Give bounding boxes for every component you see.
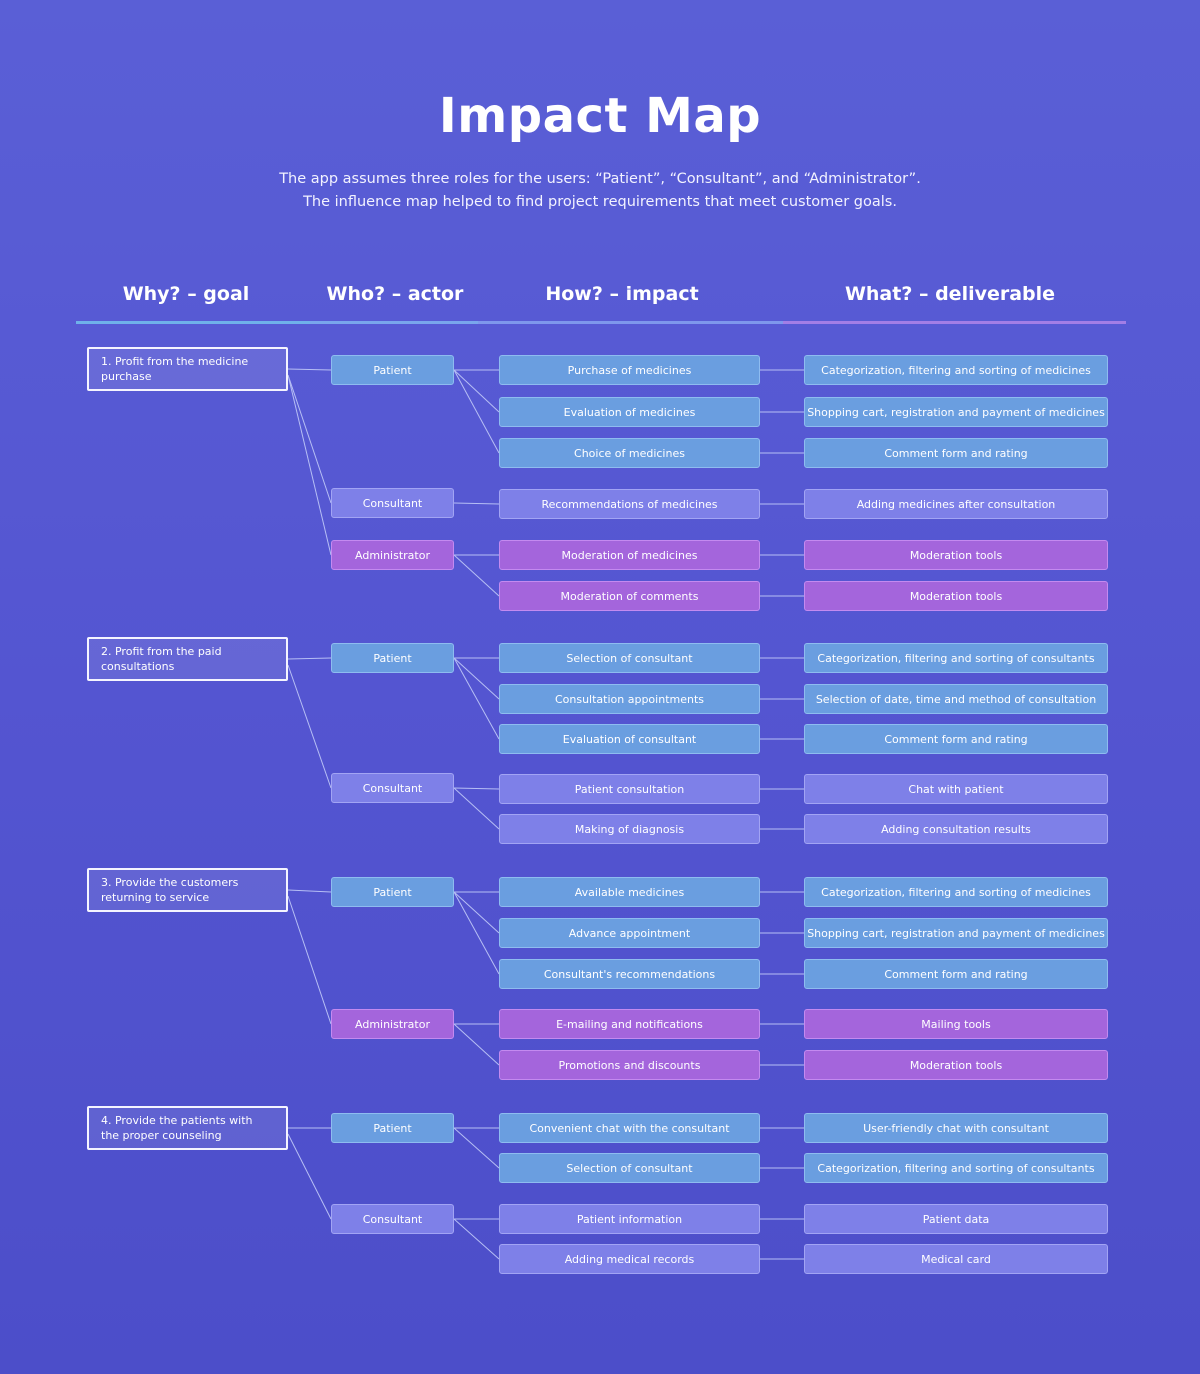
deliverable-box: Adding medicines after consultation xyxy=(804,489,1108,519)
impact-box: Patient information xyxy=(499,1204,760,1234)
connector-line xyxy=(287,657,332,660)
impact-box: E-mailing and notifications xyxy=(499,1009,760,1039)
actor-box: Patient xyxy=(331,643,454,673)
goal-box: 2. Profit from the paid consultations xyxy=(87,637,288,681)
actor-box: Consultant xyxy=(331,773,454,803)
deliverable-box: Shopping cart, registration and payment … xyxy=(804,397,1108,427)
actor-box: Patient xyxy=(331,877,454,907)
connector-line xyxy=(287,374,332,504)
connector-line xyxy=(287,889,332,893)
deliverable-box: Comment form and rating xyxy=(804,959,1108,989)
actor-box: Patient xyxy=(331,355,454,385)
deliverable-box: Adding consultation results xyxy=(804,814,1108,844)
impact-box: Evaluation of medicines xyxy=(499,397,760,427)
impact-box: Convenient chat with the consultant xyxy=(499,1113,760,1143)
impact-box: Moderation of comments xyxy=(499,581,760,611)
deliverable-box: Moderation tools xyxy=(804,1050,1108,1080)
impact-box: Moderation of medicines xyxy=(499,540,760,570)
page-subtitle: The app assumes three roles for the user… xyxy=(0,168,1200,214)
connector-line xyxy=(287,895,332,1025)
actor-box: Consultant xyxy=(331,1204,454,1234)
column-header-impact: How? – impact xyxy=(545,283,699,305)
actor-box: Administrator xyxy=(331,540,454,570)
goal-box: 4. Provide the patients with the proper … xyxy=(87,1106,288,1150)
connector-line xyxy=(287,664,332,789)
column-header-actor: Who? – actor xyxy=(326,283,464,305)
deliverable-box: Moderation tools xyxy=(804,540,1108,570)
deliverable-box: User-friendly chat with consultant xyxy=(804,1113,1108,1143)
impact-box: Purchase of medicines xyxy=(499,355,760,385)
impact-box: Recommendations of medicines xyxy=(499,489,760,519)
impact-box: Available medicines xyxy=(499,877,760,907)
connector-line xyxy=(453,369,500,454)
connector-line xyxy=(287,368,332,371)
connector-line xyxy=(287,1133,332,1220)
impact-box: Selection of consultant xyxy=(499,643,760,673)
connector-line xyxy=(453,891,500,975)
column-divider-actor xyxy=(310,321,478,324)
actor-box: Consultant xyxy=(331,488,454,518)
connector-line xyxy=(453,787,500,830)
deliverable-box: Comment form and rating xyxy=(804,724,1108,754)
subtitle-line-2: The influence map helped to find project… xyxy=(303,194,897,210)
deliverable-box: Categorization, filtering and sorting of… xyxy=(804,877,1108,907)
deliverable-box: Moderation tools xyxy=(804,581,1108,611)
deliverable-box: Selection of date, time and method of co… xyxy=(804,684,1108,714)
connector-line xyxy=(453,369,500,413)
impact-box: Selection of consultant xyxy=(499,1153,760,1183)
impact-box: Consultation appointments xyxy=(499,684,760,714)
connector-line xyxy=(453,787,500,790)
deliverable-box: Comment form and rating xyxy=(804,438,1108,468)
deliverable-box: Chat with patient xyxy=(804,774,1108,804)
deliverable-box: Mailing tools xyxy=(804,1009,1108,1039)
deliverable-box: Medical card xyxy=(804,1244,1108,1274)
actor-box: Administrator xyxy=(331,1009,454,1039)
connector-line xyxy=(453,554,500,597)
connector-line xyxy=(453,657,500,740)
connector-line xyxy=(453,1127,500,1169)
deliverable-box: Categorization, filtering and sorting of… xyxy=(804,355,1108,385)
impact-box: Promotions and discounts xyxy=(499,1050,760,1080)
impact-box: Evaluation of consultant xyxy=(499,724,760,754)
impact-box: Adding medical records xyxy=(499,1244,760,1274)
column-header-deliverable: What? – deliverable xyxy=(844,283,1056,305)
connector-line xyxy=(453,1218,500,1260)
deliverable-box: Shopping cart, registration and payment … xyxy=(804,918,1108,948)
goal-box: 1. Profit from the medicine purchase xyxy=(87,347,288,391)
impact-box: Advance appointment xyxy=(499,918,760,948)
column-divider-deliverable xyxy=(783,321,1126,324)
impact-box: Consultant's recommendations xyxy=(499,959,760,989)
impact-box: Patient consultation xyxy=(499,774,760,804)
impact-box: Choice of medicines xyxy=(499,438,760,468)
subtitle-line-1: The app assumes three roles for the user… xyxy=(279,171,921,187)
deliverable-box: Categorization, filtering and sorting of… xyxy=(804,643,1108,673)
actor-box: Patient xyxy=(331,1113,454,1143)
connector-line xyxy=(453,891,500,934)
connector-line xyxy=(453,657,500,700)
connector-line xyxy=(287,374,332,556)
deliverable-box: Categorization, filtering and sorting of… xyxy=(804,1153,1108,1183)
column-divider-impact xyxy=(478,321,783,324)
column-divider-goal xyxy=(76,321,310,324)
connector-line xyxy=(453,1023,500,1066)
connector-line xyxy=(453,502,500,505)
deliverable-box: Patient data xyxy=(804,1204,1108,1234)
column-header-goal: Why? – goal xyxy=(122,283,250,305)
goal-box: 3. Provide the customers returning to se… xyxy=(87,868,288,912)
page-title: Impact Map xyxy=(438,88,762,144)
impact-box: Making of diagnosis xyxy=(499,814,760,844)
